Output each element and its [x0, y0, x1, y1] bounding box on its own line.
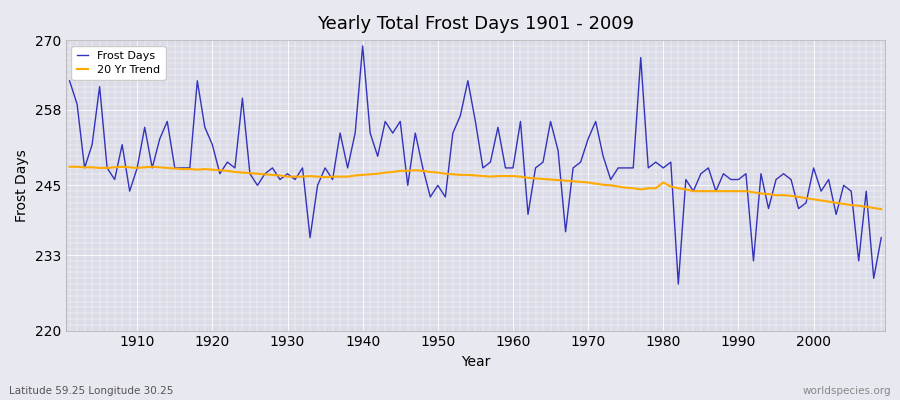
- Line: 20 Yr Trend: 20 Yr Trend: [69, 167, 881, 209]
- X-axis label: Year: Year: [461, 355, 491, 369]
- 20 Yr Trend: [335, 174, 346, 179]
- 20 Yr Trend: [598, 182, 608, 187]
- Title: Yearly Total Frost Days 1901 - 2009: Yearly Total Frost Days 1901 - 2009: [317, 15, 634, 33]
- Line: Frost Days: Frost Days: [69, 46, 881, 284]
- 20 Yr Trend: [124, 165, 135, 170]
- Text: Latitude 59.25 Longitude 30.25: Latitude 59.25 Longitude 30.25: [9, 386, 174, 396]
- Frost Days: [124, 189, 135, 194]
- Frost Days: [64, 78, 75, 83]
- 20 Yr Trend: [290, 174, 301, 179]
- Frost Days: [876, 235, 886, 240]
- 20 Yr Trend: [64, 164, 75, 169]
- Frost Days: [606, 177, 616, 182]
- Frost Days: [515, 119, 526, 124]
- 20 Yr Trend: [500, 174, 511, 178]
- Frost Days: [290, 177, 301, 182]
- Frost Days: [335, 131, 346, 136]
- Legend: Frost Days, 20 Yr Trend: Frost Days, 20 Yr Trend: [71, 46, 166, 80]
- Frost Days: [508, 166, 518, 170]
- Y-axis label: Frost Days: Frost Days: [15, 149, 29, 222]
- 20 Yr Trend: [876, 207, 886, 212]
- Frost Days: [357, 44, 368, 48]
- Frost Days: [673, 282, 684, 286]
- 20 Yr Trend: [508, 174, 518, 178]
- Text: worldspecies.org: worldspecies.org: [803, 386, 891, 396]
